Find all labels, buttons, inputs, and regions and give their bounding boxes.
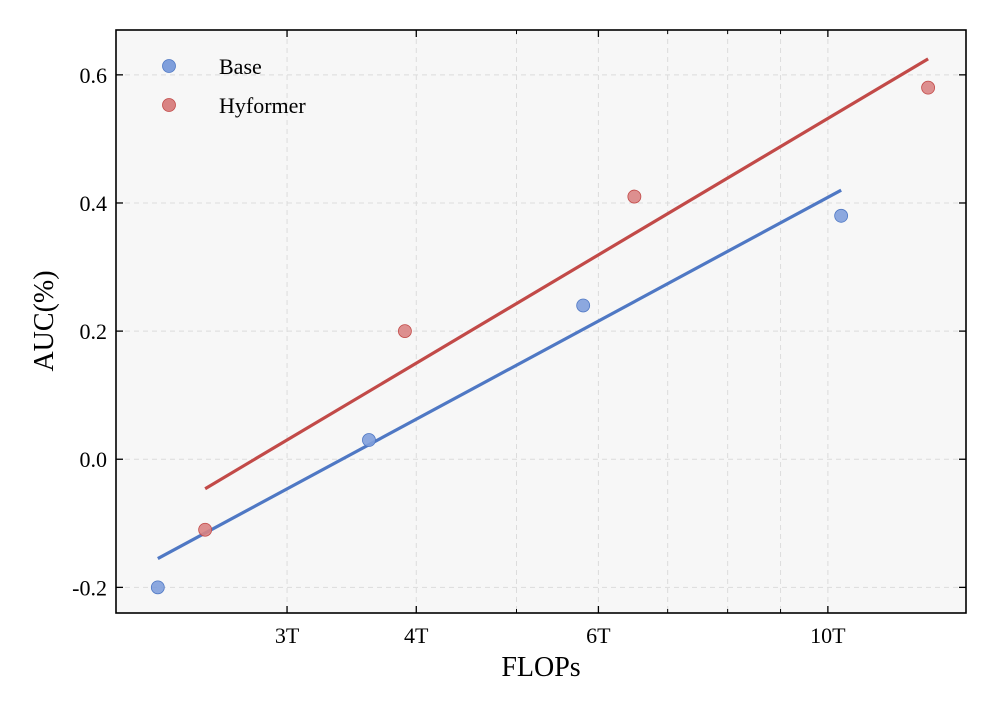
y-tick-label: 0.6: [80, 63, 108, 88]
x-tick-label: 3T: [275, 623, 300, 648]
y-axis-title: AUC(%): [29, 270, 60, 371]
data-point-base: [576, 298, 591, 313]
data-point-hyformer: [198, 522, 213, 537]
axis-ticks: 3T 4T 6T 10T -0.2 0.0 0.2 0.4 0.6: [72, 30, 966, 648]
y-tick-label: -0.2: [72, 575, 107, 600]
data-points: [150, 80, 936, 595]
data-point-hyformer: [398, 324, 412, 339]
trend-line-hyformer: [204, 57, 929, 491]
data-point-base: [150, 580, 165, 595]
legend-marker-hyformer: [162, 98, 176, 112]
legend: Base Hyformer: [162, 54, 306, 118]
y-tick-label: 0.4: [80, 191, 108, 216]
x-tick-label: 10T: [810, 623, 846, 648]
y-tick-label: 0.2: [80, 319, 108, 344]
x-tick-label: 4T: [404, 623, 429, 648]
legend-label-hyformer: Hyformer: [219, 93, 306, 118]
data-point-hyformer: [627, 189, 642, 204]
trend-lines: [157, 57, 929, 560]
data-point-base: [834, 208, 849, 223]
plot-background: [116, 30, 966, 613]
y-tick-label: 0.0: [80, 447, 108, 472]
x-tick-label: 6T: [586, 623, 611, 648]
plot-frame: [115, 29, 967, 614]
legend-marker-base: [162, 59, 176, 73]
legend-label-base: Base: [219, 54, 262, 79]
data-point-hyformer: [921, 80, 936, 95]
data-point-base: [362, 433, 376, 447]
x-axis-title: FLOPs: [501, 652, 580, 683]
trend-line-base: [157, 188, 842, 560]
